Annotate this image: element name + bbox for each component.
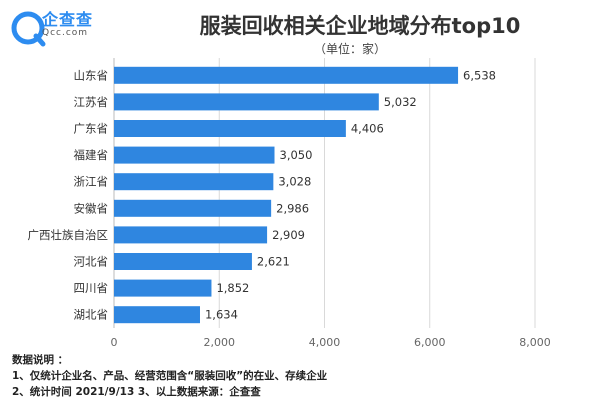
bar-7 bbox=[114, 253, 252, 270]
logo-icon bbox=[11, 11, 45, 45]
logo bbox=[11, 11, 46, 47]
logo-sub: Qcc.com bbox=[42, 28, 89, 38]
notes-line-2: 2、统计时间 2021/9/13 3、以上数据来源：企查查 bbox=[12, 386, 261, 398]
bar-8 bbox=[114, 279, 212, 297]
bar-0 bbox=[114, 66, 459, 84]
bar-1 bbox=[114, 93, 379, 111]
category-label-3: 福建省 bbox=[74, 148, 109, 162]
x-tick-label-3: 6,000 bbox=[414, 336, 446, 349]
category-label-4: 浙江省 bbox=[74, 175, 109, 189]
category-label-2: 广东省 bbox=[74, 122, 109, 136]
category-label-1: 江苏省 bbox=[74, 95, 109, 109]
bar-chart: 0 2,000 4,000 6,000 8,000 山东省 6,538 江苏省 5,032 广东省… bbox=[28, 58, 551, 349]
value-label-9: 1,634 bbox=[205, 308, 238, 322]
value-label-7: 2,621 bbox=[257, 255, 290, 269]
value-label-5: 2,986 bbox=[276, 201, 309, 215]
x-tick-label-4: 8,000 bbox=[519, 336, 551, 349]
logo-name: 企查查 bbox=[42, 10, 94, 29]
value-label-4: 3,028 bbox=[278, 175, 311, 189]
bar-2 bbox=[114, 120, 346, 137]
value-label-1: 5,032 bbox=[384, 95, 417, 109]
value-label-0: 6,538 bbox=[463, 68, 496, 82]
notes-line-1: 1、仅统计企业名、产品、经营范围含“服装回收”的在业、存续企业 bbox=[12, 370, 328, 382]
category-label-5: 安徽省 bbox=[74, 201, 109, 215]
unit-note: （单位：家） bbox=[313, 42, 386, 56]
value-label-8: 1,852 bbox=[216, 281, 249, 295]
value-label-6: 2,909 bbox=[272, 228, 305, 242]
category-label-7: 河北省 bbox=[74, 255, 109, 269]
x-tick-label-1: 2,000 bbox=[204, 336, 236, 349]
category-label-9: 湖北省 bbox=[74, 308, 109, 322]
chart-title: 服装回收相关企业地域分布top10 bbox=[199, 14, 521, 38]
data-notes: 数据说明 ： 1、仅统计企业名、产品、经营范围含“服装回收”的在业、存续企业 2… bbox=[12, 352, 327, 400]
category-label-0: 山东省 bbox=[74, 68, 109, 82]
bar-9 bbox=[114, 306, 200, 324]
value-label-2: 4,406 bbox=[351, 122, 384, 136]
notes-heading: 数据说明 ： bbox=[12, 354, 69, 366]
bar-5 bbox=[114, 199, 272, 217]
category-label-6: 广西壮族自治区 bbox=[28, 228, 109, 242]
bar-4 bbox=[114, 173, 274, 191]
x-tick-label-0: 0 bbox=[111, 336, 118, 349]
value-label-3: 3,050 bbox=[280, 148, 313, 162]
bar-3 bbox=[114, 146, 275, 164]
x-tick-label-2: 4,000 bbox=[309, 336, 341, 349]
bar-6 bbox=[114, 226, 268, 244]
category-label-8: 四川省 bbox=[74, 281, 109, 295]
